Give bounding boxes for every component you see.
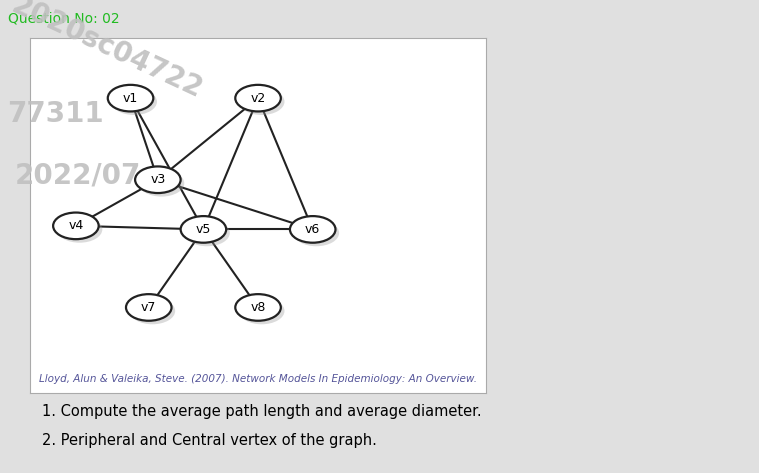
Text: 77311: 77311	[8, 99, 104, 128]
Ellipse shape	[235, 85, 281, 112]
Text: v6: v6	[305, 223, 320, 236]
Text: v3: v3	[150, 173, 165, 186]
Ellipse shape	[235, 294, 281, 321]
Ellipse shape	[112, 88, 157, 115]
Ellipse shape	[294, 219, 339, 246]
Text: 2. Peripheral and Central vertex of the graph.: 2. Peripheral and Central vertex of the …	[42, 433, 376, 448]
Ellipse shape	[130, 298, 175, 324]
Text: 2020sc04722: 2020sc04722	[8, 0, 207, 104]
Text: v7: v7	[141, 301, 156, 314]
Ellipse shape	[181, 216, 226, 243]
Text: 1. Compute the average path length and average diameter.: 1. Compute the average path length and a…	[42, 404, 481, 420]
Text: Lloyd, Alun & Valeika, Steve. (2007). Network Models In Epidemiology: An Overvie: Lloyd, Alun & Valeika, Steve. (2007). Ne…	[39, 374, 477, 384]
Text: v8: v8	[250, 301, 266, 314]
Text: Question No: 02: Question No: 02	[8, 12, 119, 26]
Text: v2: v2	[250, 92, 266, 105]
Ellipse shape	[126, 294, 172, 321]
Ellipse shape	[53, 212, 99, 239]
Text: v4: v4	[68, 219, 83, 232]
Ellipse shape	[290, 216, 335, 243]
Ellipse shape	[108, 85, 153, 112]
Ellipse shape	[139, 170, 184, 197]
Ellipse shape	[239, 298, 285, 324]
Text: v1: v1	[123, 92, 138, 105]
Ellipse shape	[239, 88, 285, 115]
Ellipse shape	[184, 219, 230, 246]
Ellipse shape	[135, 166, 181, 193]
Ellipse shape	[57, 216, 102, 243]
Text: v5: v5	[196, 223, 211, 236]
Text: 2022/07: 2022/07	[15, 161, 142, 189]
